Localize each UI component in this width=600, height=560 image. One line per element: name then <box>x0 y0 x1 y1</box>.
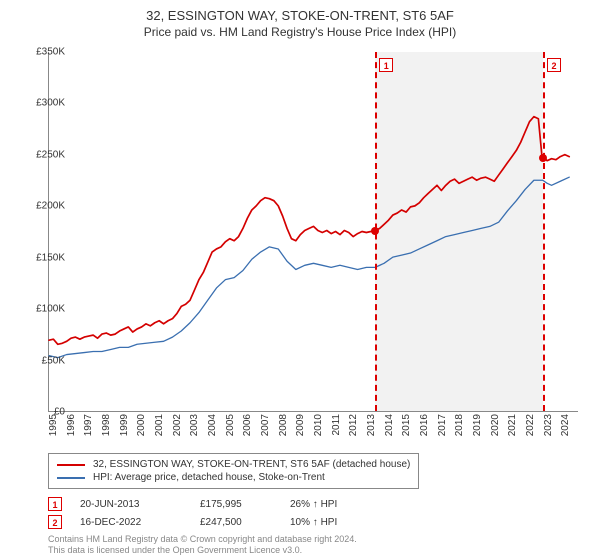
legend-swatch-2 <box>57 477 85 479</box>
y-tick: £200K <box>21 201 65 212</box>
y-tick: £150K <box>21 252 65 263</box>
x-tick: 2021 <box>507 414 518 436</box>
sale-dot <box>539 154 547 162</box>
x-tick: 2018 <box>454 414 465 436</box>
chart-plot-area: 12 <box>48 52 578 412</box>
y-tick: £300K <box>21 98 65 109</box>
footer-line-2: This data is licensed under the Open Gov… <box>48 545 357 556</box>
sale-price-2: £247,500 <box>200 517 290 528</box>
marker-badge-2: 2 <box>48 515 62 529</box>
chart-svg <box>49 52 578 411</box>
sale-date-1: 20-JUN-2013 <box>80 499 200 510</box>
legend: 32, ESSINGTON WAY, STOKE-ON-TRENT, ST6 5… <box>48 453 419 489</box>
sale-date-2: 16-DEC-2022 <box>80 517 200 528</box>
x-tick: 1996 <box>66 414 77 436</box>
x-tick: 2019 <box>472 414 483 436</box>
footer-line-1: Contains HM Land Registry data © Crown c… <box>48 534 357 545</box>
legend-label-2: HPI: Average price, detached house, Stok… <box>93 472 325 483</box>
legend-swatch-1 <box>57 464 85 466</box>
x-tick: 2012 <box>348 414 359 436</box>
x-tick: 2023 <box>543 414 554 436</box>
x-tick: 2022 <box>525 414 536 436</box>
x-tick: 2024 <box>560 414 571 436</box>
series-line <box>49 177 569 357</box>
x-tick: 2009 <box>295 414 306 436</box>
y-tick: £350K <box>21 47 65 58</box>
y-tick: £100K <box>21 304 65 315</box>
marker-badge-1: 1 <box>48 497 62 511</box>
x-tick: 2005 <box>225 414 236 436</box>
x-tick: 2007 <box>260 414 271 436</box>
y-tick: £50K <box>21 355 65 366</box>
title-line-1: 32, ESSINGTON WAY, STOKE-ON-TRENT, ST6 5… <box>0 8 600 23</box>
legend-label-1: 32, ESSINGTON WAY, STOKE-ON-TRENT, ST6 5… <box>93 459 410 470</box>
x-tick: 2011 <box>331 414 342 436</box>
x-tick: 2016 <box>419 414 430 436</box>
x-tick: 1995 <box>48 414 59 436</box>
series-line <box>49 117 569 345</box>
x-tick: 2015 <box>401 414 412 436</box>
x-tick: 1997 <box>83 414 94 436</box>
x-tick: 2006 <box>242 414 253 436</box>
x-tick: 2000 <box>136 414 147 436</box>
marker-box: 2 <box>547 58 561 72</box>
x-tick: 2004 <box>207 414 218 436</box>
x-tick: 2001 <box>154 414 165 436</box>
chart-title: 32, ESSINGTON WAY, STOKE-ON-TRENT, ST6 5… <box>0 0 600 39</box>
x-tick: 1999 <box>119 414 130 436</box>
sale-diff-1: 26% ↑ HPI <box>290 499 410 510</box>
x-tick: 2017 <box>437 414 448 436</box>
sale-price-1: £175,995 <box>200 499 290 510</box>
sales-table: 1 20-JUN-2013 £175,995 26% ↑ HPI 2 16-DE… <box>48 495 410 531</box>
title-line-2: Price paid vs. HM Land Registry's House … <box>0 25 600 39</box>
x-tick: 1998 <box>101 414 112 436</box>
sale-dot <box>371 227 379 235</box>
y-tick: £250K <box>21 149 65 160</box>
x-tick: 2013 <box>366 414 377 436</box>
footer: Contains HM Land Registry data © Crown c… <box>48 534 357 556</box>
x-tick: 2014 <box>384 414 395 436</box>
x-tick: 2020 <box>490 414 501 436</box>
sale-diff-2: 10% ↑ HPI <box>290 517 410 528</box>
x-tick: 2003 <box>189 414 200 436</box>
x-tick: 2010 <box>313 414 324 436</box>
marker-box: 1 <box>379 58 393 72</box>
x-tick: 2008 <box>278 414 289 436</box>
x-tick: 2002 <box>172 414 183 436</box>
